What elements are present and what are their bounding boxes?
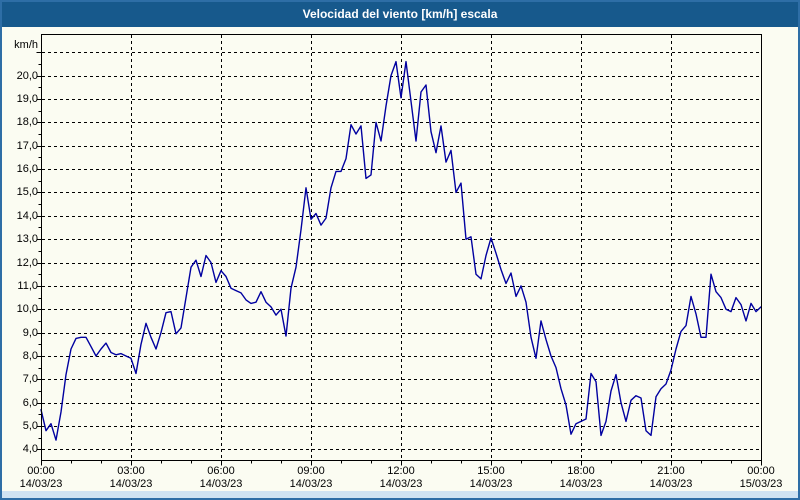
y-tick-label: 5,0 — [22, 420, 38, 433]
x-tick-time-label: 00:00 — [747, 465, 775, 477]
y-axis-unit-label: km/h — [14, 39, 38, 51]
x-tick-date-label: 14/03/23 — [379, 478, 423, 490]
x-tick-time-label: 00:00 — [27, 465, 55, 477]
x-tick-time-label: 21:00 — [657, 465, 685, 477]
x-tick-date-label: 14/03/23 — [649, 478, 693, 490]
y-tick-label: 20,0 — [16, 69, 38, 82]
x-tick-time-label: 09:00 — [297, 465, 325, 477]
y-tick-label: 17,0 — [16, 139, 38, 152]
y-tick-label: 4,0 — [22, 443, 38, 456]
y-tick-label: 8,0 — [22, 349, 38, 362]
y-tick-label: 12,0 — [16, 256, 38, 269]
y-tick-label: 9,0 — [22, 326, 38, 339]
title-bar: Velocidad del viento [km/h] escala — [2, 2, 798, 27]
x-tick-time-label: 06:00 — [207, 465, 235, 477]
y-tick-label: 6,0 — [22, 396, 38, 409]
y-tick-label: 19,0 — [16, 93, 38, 105]
x-tick-date-label: 15/03/23 — [739, 478, 783, 490]
x-tick-date-label: 14/03/23 — [289, 478, 333, 490]
y-tick-label: 13,0 — [16, 233, 38, 246]
y-tick-label: 18,0 — [16, 116, 38, 129]
y-tick-label: 16,0 — [16, 163, 38, 176]
y-tick-label: 7,0 — [22, 373, 38, 386]
x-tick-date-label: 14/03/23 — [559, 478, 603, 490]
y-tick-label: 15,0 — [16, 186, 38, 199]
wind-speed-line-chart — [36, 34, 762, 466]
x-tick-date-label: 14/03/23 — [19, 478, 63, 490]
chart-title: Velocidad del viento [km/h] escala — [302, 7, 498, 21]
x-tick-date-label: 14/03/23 — [199, 478, 243, 490]
y-tick-label: 11,0 — [17, 279, 38, 292]
x-tick-time-label: 12:00 — [387, 465, 415, 477]
chart-container: km/h 4,0 5,0 6,0 7,0 8,0 9,0 10,0 11,0 12,0 13,0 1… — [2, 27, 798, 491]
x-tick-time-label: 18:00 — [567, 465, 595, 477]
y-tick-label: 10,0 — [16, 303, 38, 316]
bottom-strip — [2, 491, 798, 498]
x-tick-time-label: 15:00 — [477, 465, 505, 477]
y-tick-label: 14,0 — [16, 209, 38, 222]
x-tick-time-label: 03:00 — [117, 465, 145, 477]
x-tick-date-label: 14/03/23 — [109, 478, 153, 490]
x-tick-date-label: 14/03/23 — [469, 478, 513, 490]
